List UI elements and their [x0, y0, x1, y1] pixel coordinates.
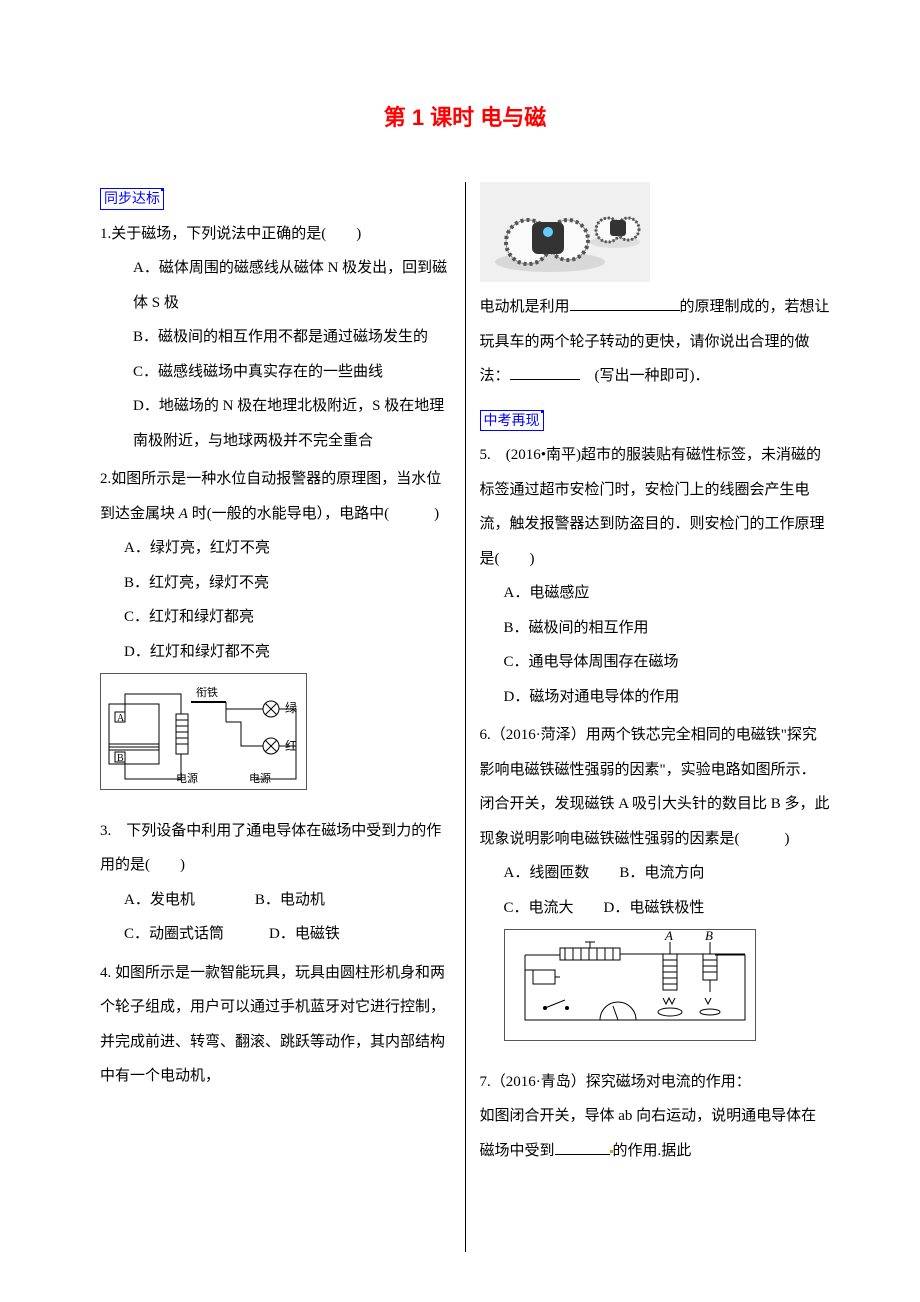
q3-stem: 3. 下列设备中利用了通电导体在磁场中受到力的作用的是( ) [100, 814, 451, 883]
question-4-part2: 电动机是利用的原理制成的，若想让玩具车的两个轮子转动的更快，请你说出合理的做法：… [480, 290, 831, 394]
q3-row2: C．动圈式话筒 D．电磁铁 [100, 917, 451, 952]
q6-label-A: A [664, 930, 673, 943]
q5-optB: B．磁极间的相互作用 [480, 611, 831, 646]
question-2: 2.如图所示是一种水位自动报警器的原理图，当水位到达金属块 A 时(一般的水能导… [100, 462, 451, 810]
q3-row1: A．发电机 B．电动机 [100, 883, 451, 918]
q6-optC: C．电流大 [504, 900, 574, 916]
q4-line1c: (写出一种即可)． [595, 368, 710, 384]
q2-stem: 2.如图所示是一种水位自动报警器的原理图，当水位到达金属块 A 时(一般的水能导… [100, 462, 451, 531]
column-divider [465, 182, 466, 1252]
q6-row2: C．电流大 D．电磁铁极性 [480, 891, 831, 926]
q4-toy-image [480, 182, 831, 282]
q3-optA: A．发电机 [124, 892, 195, 908]
q6-stem: 6.（2016·菏泽）用两个铁芯完全相同的电磁铁"探究影响电磁铁磁性强弱的因素"… [480, 718, 831, 856]
q4-blank1 [570, 296, 680, 311]
section-badge-sync: 同步达标 [100, 182, 451, 217]
q3-optC: C．动圈式话筒 [124, 926, 224, 942]
question-7: 7.（2016·青岛）探究磁场对电流的作用： 如图闭合开关，导体 ab 向右运动… [480, 1065, 831, 1169]
q1-stem: 1.关于磁场，下列说法中正确的是( ) [100, 217, 451, 252]
q2-label-green: 绿 [285, 700, 297, 715]
q2-var-A: A [179, 506, 188, 522]
q7-line: 如图闭合开关，导体 ab 向右运动，说明通电导体在磁场中受到的作用.据此 [480, 1099, 831, 1168]
question-6: 6.（2016·菏泽）用两个铁芯完全相同的电磁铁"探究影响电磁铁磁性强弱的因素"… [480, 718, 831, 1061]
q2-label-B: B [117, 753, 124, 764]
column-right: 电动机是利用的原理制成的，若想让玩具车的两个轮子转动的更快，请你说出合理的做法：… [468, 182, 831, 1252]
q2-circuit-svg: A B 电源 [101, 674, 306, 789]
q2-stem-b: 时(一般的水能导电），电路中( ) [188, 506, 439, 522]
badge-sync-label: 同步达标 [100, 188, 164, 210]
q6-optB: B．电流方向 [619, 865, 704, 881]
q1-optB: B．磁极间的相互作用不都是通过磁场发生的 [100, 320, 451, 355]
q6-circuit-image: A B [504, 929, 756, 1041]
q3-optD: D．电磁铁 [269, 926, 340, 942]
q1-optA: A．磁体周围的磁感线从磁体 N 极发出，回到磁体 S 极 [100, 251, 451, 320]
q2-circuit-image: A B 电源 [100, 673, 307, 790]
question-1: 1.关于磁场，下列说法中正确的是( ) A．磁体周围的磁感线从磁体 N 极发出，… [100, 217, 451, 459]
q6-optA: A．线圈匝数 [504, 865, 590, 881]
question-3: 3. 下列设备中利用了通电导体在磁场中受到力的作用的是( ) A．发电机 B．电… [100, 814, 451, 952]
q6-label-B: B [705, 930, 713, 943]
q2-label-src1: 电源 [176, 771, 198, 785]
q4-line1a: 电动机是利用 [480, 299, 570, 315]
question-4-part1: 4. 如图所示是一款智能玩具，玩具由圆柱形机身和两个轮子组成，用户可以通过手机蓝… [100, 956, 451, 1094]
q7-blank [555, 1140, 610, 1155]
q2-optB: B．红灯亮，绿灯不亮 [100, 566, 451, 601]
q7-stem-c: 的作用.据此 [613, 1143, 692, 1159]
section-badge-exam: 中考再现 [480, 404, 831, 439]
page-title: 第 1 课时 电与磁 [100, 100, 830, 132]
question-5: 5. (2016•南平)超市的服装贴有磁性标签，未消磁的标签通过超市安检门时，安… [480, 438, 831, 714]
page-root: 第 1 课时 电与磁 同步达标 1.关于磁场，下列说法中正确的是( ) A．磁体… [0, 0, 920, 1302]
q7-stem-a: 7.（2016·青岛）探究磁场对电流的作用： [480, 1065, 831, 1100]
q4-blank2 [510, 365, 580, 380]
q2-optC: C．红灯和绿灯都亮 [100, 600, 451, 635]
q5-stem: 5. (2016•南平)超市的服装贴有磁性标签，未消磁的标签通过超市安检门时，安… [480, 438, 831, 576]
two-column-layout: 同步达标 1.关于磁场，下列说法中正确的是( ) A．磁体周围的磁感线从磁体 N… [100, 182, 830, 1252]
q6-optD: D．电磁铁极性 [604, 900, 705, 916]
q3-optB: B．电动机 [255, 892, 325, 908]
q2-optA: A．绿灯亮，红灯不亮 [100, 531, 451, 566]
q1-optD: D．地磁场的 N 极在地理北极附近，S 极在地理南极附近，与地球两极并不完全重合 [100, 389, 451, 458]
q2-label-src2: 电源 [249, 771, 271, 785]
column-left: 同步达标 1.关于磁场，下列说法中正确的是( ) A．磁体周围的磁感线从磁体 N… [100, 182, 463, 1252]
q4-stem: 4. 如图所示是一款智能玩具，玩具由圆柱形机身和两个轮子组成，用户可以通过手机蓝… [100, 956, 451, 1094]
q6-row1: A．线圈匝数 B．电流方向 [480, 856, 831, 891]
q2-label-A: A [117, 713, 125, 724]
q2-optD: D．红灯和绿灯都不亮 [100, 635, 451, 670]
q2-label-angtie: 衔铁 [196, 686, 218, 699]
q5-optC: C．通电导体周围存在磁场 [480, 645, 831, 680]
q5-optD: D．磁场对通电导体的作用 [480, 680, 831, 715]
badge-exam-label: 中考再现 [480, 410, 544, 432]
q5-optA: A．电磁感应 [480, 576, 831, 611]
q1-optC: C．磁感线磁场中真实存在的一些曲线 [100, 355, 451, 390]
